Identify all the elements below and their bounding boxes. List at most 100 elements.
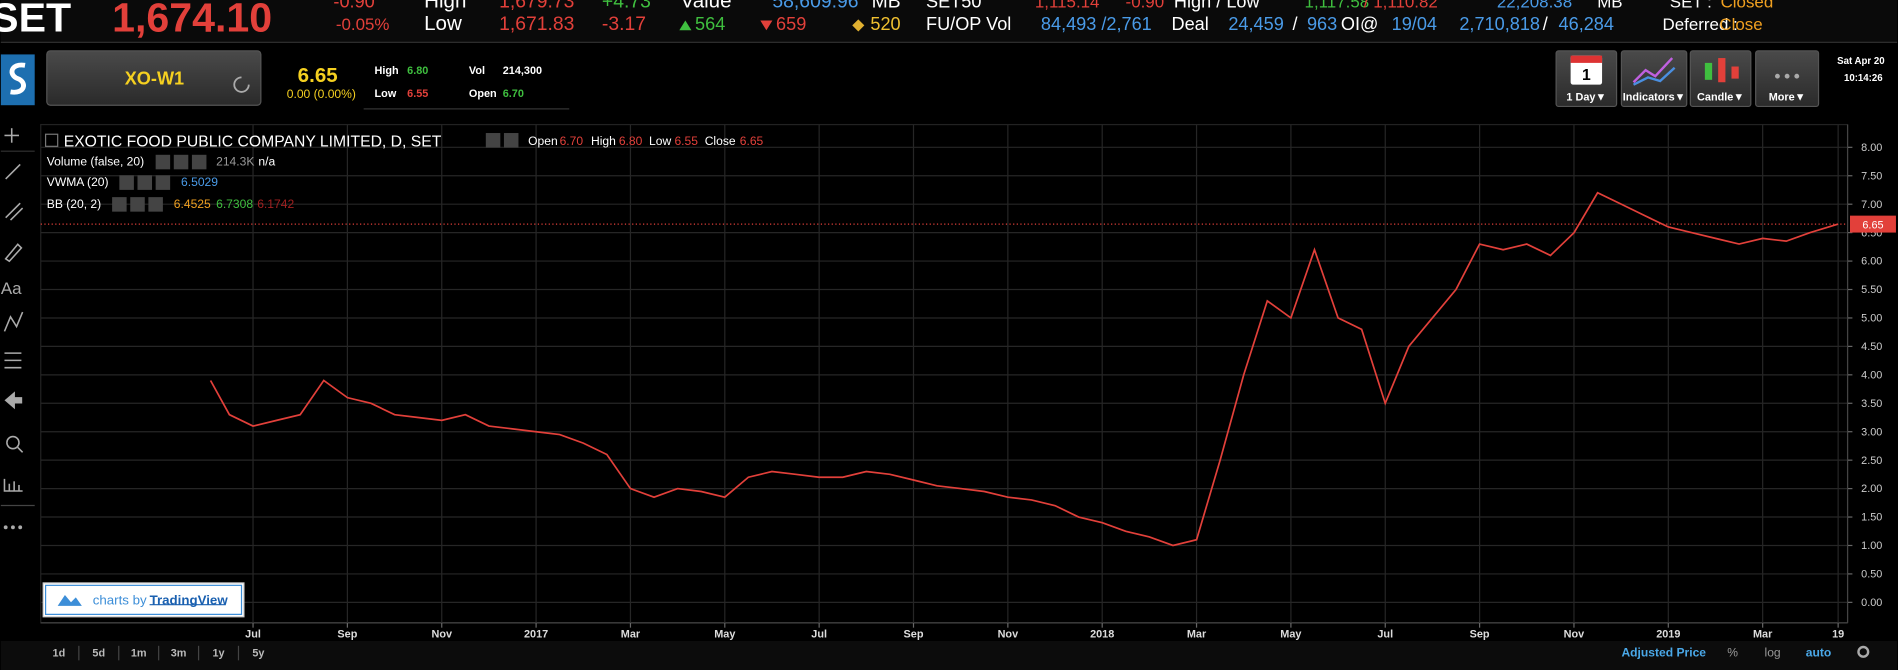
drawing-toolbar[interactable]: [3, 128, 24, 492]
set50-unit: MB: [1597, 0, 1622, 11]
y-tick-label: 5.50: [1861, 284, 1882, 296]
more[interactable]: More▼: [1769, 91, 1806, 103]
x-tick-label: 2019: [1656, 628, 1680, 640]
calendar-top: [1570, 55, 1603, 63]
low-label: Low: [649, 134, 671, 148]
high-label: High: [375, 65, 399, 77]
x-tick-label: Jul: [245, 628, 261, 640]
watermark-border: [44, 584, 243, 615]
y-tick-label: 0.50: [1861, 569, 1882, 581]
high-label: High: [424, 0, 466, 12]
log[interactable]: log: [1765, 646, 1781, 660]
text-tool[interactable]: Aa: [1, 279, 22, 298]
style[interactable]: Candle▼: [1697, 91, 1744, 103]
oi-label: OI@: [1341, 14, 1379, 34]
x-tick-label: Jul: [811, 628, 827, 640]
legend-buttons[interactable]: [112, 133, 519, 212]
y-tick-label: 2.50: [1861, 455, 1882, 467]
bb-upper: 6.7308: [216, 197, 253, 211]
y-tick-label: 1.00: [1861, 540, 1882, 552]
x-tick-label: Nov: [998, 628, 1019, 640]
unchanged-icon: [852, 19, 865, 32]
indicators-icon: [1632, 57, 1674, 84]
collapse-icon[interactable]: [44, 133, 59, 147]
deferred-status: Close: [1719, 15, 1762, 34]
y-tick-label: 8.00: [1861, 142, 1882, 154]
interval[interactable]: 1 Day▼: [1566, 91, 1606, 103]
toolbar-more[interactable]: [3, 525, 23, 530]
candle-icon: [1731, 66, 1739, 79]
grid: [40, 124, 1848, 623]
more-icon: [1775, 73, 1800, 79]
low: 6.55: [407, 88, 428, 100]
indicators-icon: [1632, 66, 1676, 86]
change: -0.90: [333, 0, 374, 11]
y-tick-label: 6.00: [1861, 256, 1882, 268]
settings-icon[interactable]: [1857, 645, 1870, 658]
x-tick-label: May: [714, 628, 735, 640]
calendar-day: 1: [1582, 67, 1591, 84]
declines: 659: [776, 14, 806, 34]
vol: 214,300: [503, 65, 542, 77]
percent[interactable]: %: [1727, 646, 1738, 660]
x-tick-label: 2017: [524, 628, 548, 640]
volume-ma: n/a: [258, 155, 275, 169]
high: 6.80: [619, 134, 643, 148]
last-price-tag: [1849, 215, 1896, 233]
prefix: charts by: [93, 593, 147, 608]
open: 6.70: [560, 134, 584, 148]
y-tick-label: 5.00: [1861, 313, 1882, 325]
symbol[interactable]: XO-W1: [125, 69, 184, 89]
ticker-bar: [0, 0, 1898, 43]
set50: 1,115.14: [1035, 0, 1100, 11]
candle-icon: [1704, 62, 1713, 80]
advances: 564: [695, 14, 725, 34]
bb-label: BB (20, 2): [47, 197, 101, 211]
set50-label: SET50: [926, 0, 981, 11]
hl-label: High / Low: [1174, 0, 1261, 11]
set-status-label: SET :: [1670, 0, 1712, 11]
y-tick-label: 1.50: [1861, 512, 1882, 524]
y-tick-label: 3.50: [1861, 398, 1882, 410]
price-line: [209, 191, 1839, 547]
refresh-icon[interactable]: [233, 76, 250, 93]
range-button[interactable]: 1m: [131, 648, 147, 660]
x-tick-label: Nov: [431, 628, 452, 640]
range-button[interactable]: 3m: [171, 648, 187, 660]
y-tick-label: 4.00: [1861, 369, 1882, 381]
volume-label: Volume (false, 20): [47, 155, 144, 169]
op-vol: /2,761: [1101, 14, 1151, 34]
oi-op: 46,284: [1559, 14, 1614, 34]
x-tick-label: Nov: [1564, 628, 1585, 640]
y-tick-label: 3.00: [1861, 426, 1882, 438]
adjusted[interactable]: Adjusted Price: [1621, 646, 1706, 660]
set50-value: 22,208.38: [1497, 0, 1572, 11]
y-tick-label: 7.50: [1861, 170, 1882, 182]
range-button[interactable]: 5d: [92, 648, 105, 660]
x-tick-label: Sep: [337, 628, 357, 640]
range-button[interactable]: 1d: [53, 648, 66, 660]
high: 6.80: [407, 65, 428, 77]
deal-op: 963: [1307, 14, 1337, 34]
low-label: Low: [424, 12, 462, 35]
title: EXOTIC FOOD PUBLIC COMPANY LIMITED, D, S…: [64, 133, 442, 150]
bb-basis: 6.4525: [174, 197, 211, 211]
set50-change: -0.90: [1126, 0, 1165, 11]
symbol-button[interactable]: [46, 50, 262, 106]
x-tick-label: May: [1280, 628, 1301, 640]
high-label: High: [591, 134, 616, 148]
range-button[interactable]: 1y: [212, 648, 224, 660]
change: 0.00 (0.00%): [287, 87, 356, 101]
auto[interactable]: auto: [1806, 646, 1832, 660]
footer-bar: [0, 640, 1898, 670]
logo-mark: [9, 62, 26, 95]
indicators[interactable]: Indicators▼: [1623, 91, 1686, 103]
set-status: Closed: [1721, 0, 1774, 11]
deferred-label: Deferred :: [1663, 15, 1738, 34]
x-tick-label: Jul: [1377, 628, 1393, 640]
open: 6.70: [503, 88, 524, 100]
brand[interactable]: TradingView: [150, 593, 229, 608]
x-tick-label: 19: [1832, 628, 1844, 640]
range-button[interactable]: 5y: [252, 648, 264, 660]
